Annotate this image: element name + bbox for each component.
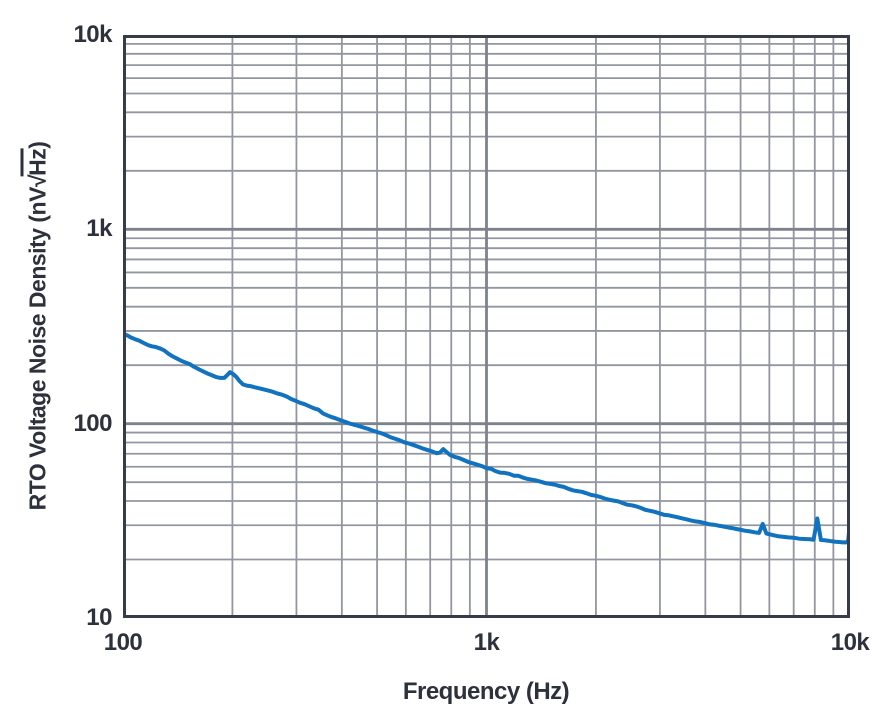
x-tick-label: 100 [103, 629, 143, 656]
y-axis-title-radicand: Hz [20, 148, 51, 176]
y-tick-label: 10 [86, 604, 112, 631]
y-axis-title: RTO Voltage Noise Density (nV√Hz) [20, 141, 52, 510]
y-tick-label: 1k [86, 215, 112, 243]
sqrt-radical-glyph: √ [24, 174, 51, 188]
x-tick-label: 1k [473, 629, 500, 656]
x-tick-label: 10k [830, 629, 870, 656]
plot-area [123, 35, 850, 618]
noise-density-curve [123, 331, 850, 545]
axes-frame [123, 35, 850, 618]
y-tick-label: 100 [73, 409, 112, 437]
y-axis-title-suffix: ) [24, 141, 51, 149]
y-tick-label: 10k [73, 21, 112, 48]
x-axis-title: Frequency (Hz) [402, 678, 570, 705]
